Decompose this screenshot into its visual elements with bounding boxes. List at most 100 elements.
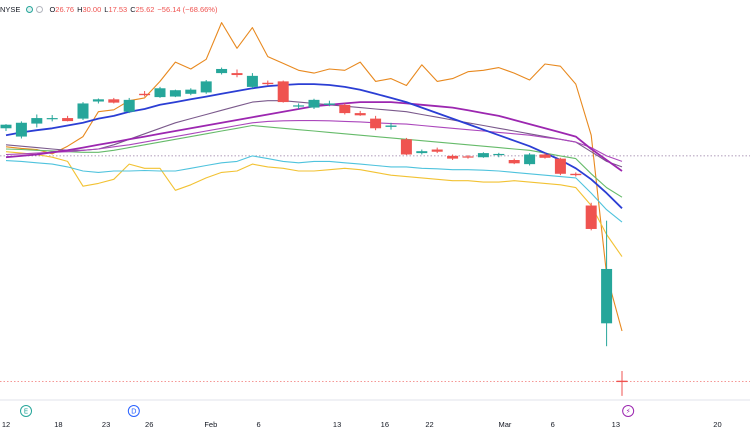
candle-body-21: [323, 103, 335, 105]
candle-36: [554, 157, 566, 176]
candle-5: [77, 102, 89, 120]
candle-body-0: [0, 124, 12, 129]
candle-33: [508, 158, 520, 165]
candle-30: [462, 155, 474, 159]
candle-body-32: [493, 153, 505, 156]
ma-line-ma_green: [5, 124, 623, 198]
candle-32: [493, 152, 505, 158]
candle-3: [46, 115, 58, 122]
ma-line-ma_orange: [5, 22, 623, 332]
x-tick-label-9: Mar: [498, 420, 511, 429]
candle-2: [31, 114, 43, 128]
x-tick-label-7: 16: [381, 420, 389, 429]
event-marker-label-0: E: [24, 408, 28, 416]
candle-40: [616, 371, 628, 396]
candle-1: [15, 121, 27, 139]
time-axis: 12 18 23 26 Feb 6 13 16 22 Mar 6 13 20: [2, 420, 722, 429]
candle-body-2: [31, 118, 43, 124]
event-markers: E D ⚡: [20, 405, 635, 417]
candle-13: [200, 80, 212, 94]
candle-39: [601, 220, 613, 347]
ohlc-legend: NYSE O 26.76 H 30.00 L 17.53 C 25.62 −56.14 …: [0, 0, 217, 18]
candle-body-7: [108, 99, 120, 103]
candle-9: [139, 91, 151, 97]
candle-body-20: [308, 99, 320, 108]
candle-24: [370, 115, 382, 131]
event-marker-label-1: D: [131, 408, 136, 416]
x-tick-label-6: 13: [333, 420, 341, 429]
candle-11: [169, 89, 181, 98]
candle-body-15: [231, 73, 243, 76]
candle-23: [354, 110, 366, 116]
candle-29: [447, 154, 459, 160]
candle-8: [123, 97, 135, 114]
candle-body-4: [62, 118, 74, 122]
candle-body-23: [354, 113, 366, 116]
candle-7: [108, 97, 120, 104]
candle-body-31: [477, 153, 489, 158]
candle-body-16: [246, 75, 258, 87]
more-options-icon[interactable]: [36, 5, 44, 13]
candle-16: [246, 73, 258, 89]
candle-body-19: [293, 105, 305, 107]
candle-body-33: [508, 160, 520, 164]
x-tick-label-11: 13: [612, 420, 620, 429]
open-label: O: [49, 4, 56, 14]
x-tick-label-2: 23: [102, 420, 110, 429]
candle-body-5: [77, 103, 89, 119]
candle-37: [570, 172, 582, 177]
candle-body-39: [601, 268, 613, 324]
candle-0: [0, 124, 12, 132]
candle-body-27: [416, 151, 428, 154]
eye-icon[interactable]: [26, 5, 34, 13]
low-label: L: [104, 4, 109, 14]
moving-averages: [5, 22, 623, 332]
candle-body-26: [400, 139, 412, 155]
x-tick-label-5: 6: [256, 420, 260, 429]
event-marker-1: [127, 405, 140, 417]
ma-line-ma_purple_light: [5, 120, 623, 162]
price-lines: [0, 155, 750, 382]
candle-12: [185, 88, 197, 96]
candle-body-28: [431, 149, 443, 152]
close-label: C: [130, 4, 136, 14]
candle-body-37: [570, 173, 582, 176]
candle-body-17: [262, 82, 274, 85]
x-tick-label-3: 26: [145, 420, 153, 429]
x-tick-label-8: 22: [425, 420, 433, 429]
candles: [0, 67, 628, 396]
candle-body-11: [169, 90, 181, 97]
ma-line-ma_yellow: [5, 151, 623, 257]
candle-28: [431, 147, 443, 154]
candle-18: [277, 80, 289, 103]
candle-27: [416, 149, 428, 155]
candle-body-9: [139, 93, 151, 96]
candle-body-30: [462, 156, 474, 158]
candle-body-10: [154, 88, 166, 98]
candle-14: [216, 67, 228, 75]
high-label: H: [77, 4, 83, 14]
candle-body-6: [92, 99, 104, 102]
candle-35: [539, 153, 551, 159]
candle-20: [308, 98, 320, 109]
change-value: −56.14 (−68.66%): [157, 4, 218, 14]
candle-17: [262, 80, 274, 86]
candle-21: [323, 100, 335, 107]
candle-4: [62, 115, 74, 122]
ma-line-ma_blue: [5, 83, 623, 209]
candle-body-12: [185, 89, 197, 94]
candle-body-1: [15, 122, 27, 137]
candle-15: [231, 69, 243, 78]
x-tick-label-4: Feb: [204, 420, 217, 429]
candle-body-36: [554, 158, 566, 174]
candle-body-34: [524, 154, 536, 165]
event-marker-label-2: ⚡: [626, 408, 631, 416]
candle-body-3: [46, 118, 58, 120]
ma-line-ma_cyan: [5, 155, 623, 223]
candle-body-8: [123, 99, 135, 112]
candle-26: [400, 137, 412, 156]
candle-body-38: [585, 205, 597, 229]
open-value: 26.76: [55, 4, 75, 14]
candle-body-25: [385, 125, 397, 127]
